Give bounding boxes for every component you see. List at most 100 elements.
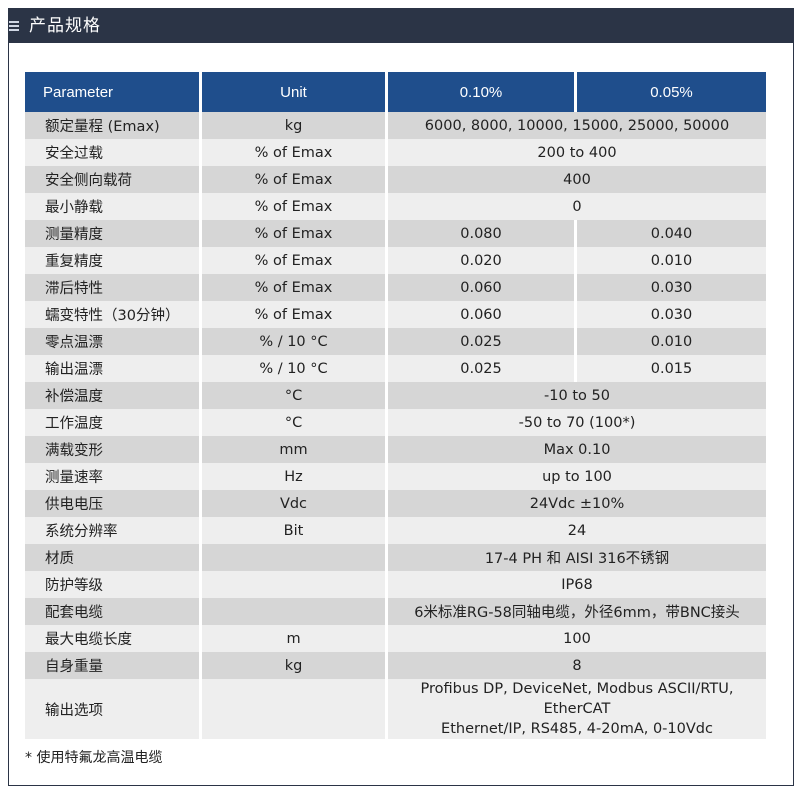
value-cell-merged: 17-4 PH 和 AISI 316不锈钢 (388, 544, 766, 571)
unit-cell: m (202, 625, 388, 652)
unit-cell (202, 571, 388, 598)
column-header-parameter: Parameter (25, 72, 202, 112)
value-cell-merged: 24 (388, 517, 766, 544)
parameter-cell: 自身重量 (25, 652, 202, 679)
value-cell-005: 0.010 (577, 247, 766, 274)
spec-panel: 产品规格 Parameter Unit 0.10% 0.05% 额定量程 (Em… (8, 8, 794, 786)
table-row: 最小静载% of Emax 0 (25, 193, 766, 220)
unit-cell: % of Emax (202, 274, 388, 301)
unit-cell: % of Emax (202, 193, 388, 220)
parameter-cell: 最小静载 (25, 193, 202, 220)
parameter-cell: 系统分辨率 (25, 517, 202, 544)
column-header-accuracy-010: 0.10% (388, 72, 577, 112)
table-row: 输出温漂% / 10 °C 0.025 0.015 (25, 355, 766, 382)
parameter-cell: 材质 (25, 544, 202, 571)
value-cell-merged: up to 100 (388, 463, 766, 490)
unit-cell: Hz (202, 463, 388, 490)
table-row: 最大电缆长度 m 100 (25, 625, 766, 652)
value-cell-merged: -50 to 70 (100*) (388, 409, 766, 436)
value-cell-005: 0.030 (577, 301, 766, 328)
spec-table-body: 额定量程 (Emax) kg 6000, 8000, 10000, 15000, 2… (25, 112, 766, 739)
table-row: 系统分辨率 Bit 24 (25, 517, 766, 544)
value-cell-merged: 0 (388, 193, 766, 220)
unit-cell: Vdc (202, 490, 388, 517)
parameter-cell: 配套电缆 (25, 598, 202, 625)
table-row: 配套电缆 6米标准RG-58同轴电缆，外径6mm，带BNC接头 (25, 598, 766, 625)
unit-cell: mm (202, 436, 388, 463)
parameter-cell: 安全过载 (25, 139, 202, 166)
value-cell-005: 0.030 (577, 274, 766, 301)
value-cell-010: 0.025 (388, 328, 577, 355)
value-cell-merged: Max 0.10 (388, 436, 766, 463)
value-cell-010: 0.060 (388, 301, 577, 328)
value-cell-merged: 100 (388, 625, 766, 652)
unit-cell (202, 544, 388, 571)
table-row: 重复精度% of Emax 0.020 0.010 (25, 247, 766, 274)
column-header-accuracy-005: 0.05% (577, 72, 766, 112)
parameter-cell: 防护等级 (25, 571, 202, 598)
unit-cell: % of Emax (202, 220, 388, 247)
unit-cell: Bit (202, 517, 388, 544)
parameter-cell: 输出选项 (25, 679, 202, 739)
parameter-cell: 最大电缆长度 (25, 625, 202, 652)
unit-cell: % of Emax (202, 247, 388, 274)
list-icon (9, 21, 19, 31)
value-cell-010: 0.025 (388, 355, 577, 382)
unit-cell (202, 598, 388, 625)
value-cell-merged: Profibus DP, DeviceNet, Modbus ASCII/RTU… (388, 679, 766, 739)
parameter-cell: 蠕变特性（30分钟） (25, 301, 202, 328)
table-row: 蠕变特性（30分钟）% of Emax 0.060 0.030 (25, 301, 766, 328)
value-cell-010: 0.020 (388, 247, 577, 274)
unit-cell: % / 10 °C (202, 355, 388, 382)
table-row: 滞后特性% of Emax 0.060 0.030 (25, 274, 766, 301)
table-row: 测量速率 Hz up to 100 (25, 463, 766, 490)
unit-cell: °C (202, 409, 388, 436)
footnote: * 使用特氟龙高温电缆 (25, 750, 163, 766)
table-row: 输出选项 Profibus DP, DeviceNet, Modbus ASCII… (25, 679, 766, 739)
unit-cell: kg (202, 652, 388, 679)
value-cell-merged: IP68 (388, 571, 766, 598)
table-row: 额定量程 (Emax) kg 6000, 8000, 10000, 15000, 2… (25, 112, 766, 139)
value-cell-010: 0.080 (388, 220, 577, 247)
unit-cell: % of Emax (202, 166, 388, 193)
value-line: Profibus DP, DeviceNet, Modbus ASCII/RTU… (420, 681, 734, 717)
parameter-cell: 供电电压 (25, 490, 202, 517)
parameter-cell: 滞后特性 (25, 274, 202, 301)
unit-cell: % of Emax (202, 301, 388, 328)
table-row: 工作温度 °C -50 to 70 (100*) (25, 409, 766, 436)
parameter-cell: 工作温度 (25, 409, 202, 436)
parameter-cell: 重复精度 (25, 247, 202, 274)
parameter-cell: 零点温漂 (25, 328, 202, 355)
unit-cell: % / 10 °C (202, 328, 388, 355)
table-row: 零点温漂% / 10 °C 0.025 0.010 (25, 328, 766, 355)
value-line: Ethernet/IP, RS485, 4-20mA, 0-10Vdc (441, 721, 713, 737)
value-cell-005: 0.040 (577, 220, 766, 247)
table-row: 材质 17-4 PH 和 AISI 316不锈钢 (25, 544, 766, 571)
table-row: 满载变形 mm Max 0.10 (25, 436, 766, 463)
value-cell-merged: 400 (388, 166, 766, 193)
value-cell-merged: 6米标准RG-58同轴电缆，外径6mm，带BNC接头 (388, 598, 766, 625)
section-title: 产品规格 (29, 16, 101, 36)
table-row: 自身重量 kg 8 (25, 652, 766, 679)
value-cell-005: 0.015 (577, 355, 766, 382)
unit-cell (202, 679, 388, 739)
table-row: 安全过载% of Emax 200 to 400 (25, 139, 766, 166)
value-cell-merged: 8 (388, 652, 766, 679)
unit-cell: % of Emax (202, 139, 388, 166)
table-header-row: Parameter Unit 0.10% 0.05% (25, 72, 766, 112)
parameter-cell: 补偿温度 (25, 382, 202, 409)
value-cell-merged: 24Vdc ±10% (388, 490, 766, 517)
parameter-cell: 额定量程 (Emax) (25, 112, 202, 139)
parameter-cell: 测量精度 (25, 220, 202, 247)
unit-cell: °C (202, 382, 388, 409)
unit-cell: kg (202, 112, 388, 139)
parameter-cell: 安全侧向载荷 (25, 166, 202, 193)
table-row: 供电电压 Vdc 24Vdc ±10% (25, 490, 766, 517)
value-cell-merged: 200 to 400 (388, 139, 766, 166)
table-row: 防护等级 IP68 (25, 571, 766, 598)
column-header-unit: Unit (202, 72, 388, 112)
parameter-cell: 输出温漂 (25, 355, 202, 382)
parameter-cell: 测量速率 (25, 463, 202, 490)
parameter-cell: 满载变形 (25, 436, 202, 463)
table-row: 安全侧向载荷% of Emax 400 (25, 166, 766, 193)
